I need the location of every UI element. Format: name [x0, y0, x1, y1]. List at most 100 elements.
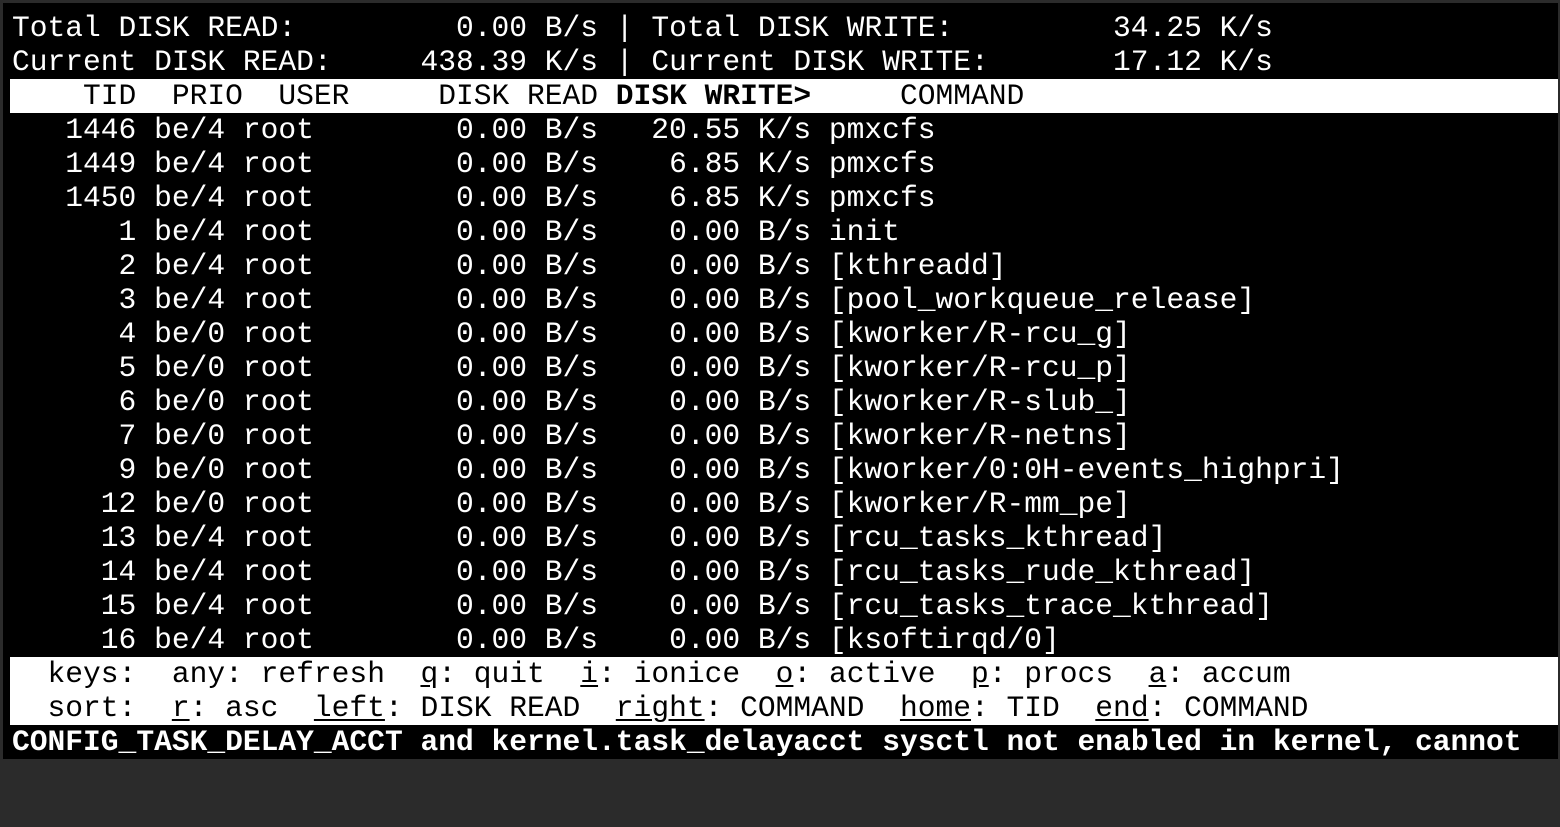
current-write-label: Current DISK WRITE:: [651, 45, 989, 79]
process-tid: 4: [118, 317, 137, 351]
iotop-screen: Total DISK READ: 0.00 B/s | Total DISK W…: [10, 11, 1558, 759]
shortcut-end[interactable]: end: COMMAND: [1095, 691, 1308, 725]
separator: |: [615, 11, 634, 45]
shortcut-p[interactable]: p: procs: [971, 657, 1113, 691]
process-row[interactable]: 1450 be/4 root 0.00 B/s 6.85 K/s pmxcfs: [12, 181, 1558, 215]
process-read: 0.00 B/s: [455, 113, 599, 147]
shortcut-i[interactable]: i: ionice: [580, 657, 740, 691]
shortcut-label: refresh: [260, 657, 385, 691]
process-tid: 1446: [65, 113, 137, 147]
column-command[interactable]: COMMAND: [899, 79, 1025, 113]
process-prio: be/4: [154, 283, 226, 317]
process-command: [rcu_tasks_rude_kthread]: [828, 555, 1256, 589]
process-command: [kworker/R-rcu_p]: [828, 351, 1131, 385]
process-row[interactable]: 3 be/4 root 0.00 B/s 0.00 B/s [pool_workqueue…: [12, 283, 1558, 317]
process-row[interactable]: 15 be/4 root 0.00 B/s 0.00 B/s [rcu_tasks_tra…: [12, 589, 1558, 623]
keys-label: keys:: [47, 657, 137, 691]
process-command: init: [828, 215, 900, 249]
process-row[interactable]: 5 be/0 root 0.00 B/s 0.00 B/s [kworker/R-rcu_…: [12, 351, 1558, 385]
process-command: [kthreadd]: [828, 249, 1007, 283]
process-row[interactable]: 13 be/4 root 0.00 B/s 0.00 B/s [rcu_tasks_kth…: [12, 521, 1558, 555]
shortcut-q[interactable]: q: quit: [420, 657, 544, 691]
process-prio: be/4: [154, 215, 226, 249]
process-tid: 6: [118, 385, 137, 419]
process-read: 0.00 B/s: [455, 249, 599, 283]
process-read: 0.00 B/s: [455, 555, 599, 589]
process-read: 0.00 B/s: [455, 521, 599, 555]
column-tid[interactable]: TID: [83, 79, 137, 113]
shortcut-home[interactable]: home: TID: [900, 691, 1060, 725]
process-row[interactable]: 2 be/4 root 0.00 B/s 0.00 B/s [kthreadd]: [12, 249, 1558, 283]
process-command: [rcu_tasks_kthread]: [828, 521, 1167, 555]
process-row[interactable]: 1449 be/4 root 0.00 B/s 6.85 K/s pmxcfs: [12, 147, 1558, 181]
shortcut-key: a: [1148, 657, 1167, 691]
process-prio: be/0: [154, 317, 226, 351]
column-user[interactable]: USER: [278, 79, 350, 113]
process-prio: be/4: [154, 589, 226, 623]
process-prio: be/4: [154, 623, 226, 657]
footer-sort-line: sort: r: asc left: DISK READ right: COMMAN…: [10, 691, 1558, 725]
process-read: 0.00 B/s: [455, 351, 599, 385]
process-row[interactable]: 9 be/0 root 0.00 B/s 0.00 B/s [kworker/0:0H-e…: [12, 453, 1558, 487]
process-prio: be/4: [154, 555, 226, 589]
separator: |: [615, 45, 634, 79]
shortcut-r[interactable]: r: asc: [172, 691, 279, 725]
process-prio: be/0: [154, 453, 226, 487]
process-row[interactable]: 12 be/0 root 0.00 B/s 0.00 B/s [kworker/R-mm_…: [12, 487, 1558, 521]
process-list: 1446 be/4 root 0.00 B/s 20.55 K/s pmxcfs 1449 b…: [12, 113, 1558, 657]
process-prio: be/0: [154, 419, 226, 453]
process-tid: 9: [118, 453, 137, 487]
column-disk-read[interactable]: DISK READ: [438, 79, 599, 113]
process-read: 0.00 B/s: [455, 419, 599, 453]
process-write: 0.00 B/s: [669, 249, 812, 283]
process-user: root: [242, 351, 314, 385]
process-command: [kworker/0:0H-events_highpri]: [828, 453, 1344, 487]
process-user: root: [242, 113, 314, 147]
shortcut-label: accum: [1201, 657, 1291, 691]
shortcut-separator: :: [438, 657, 474, 691]
process-command: pmxcfs: [828, 147, 936, 181]
process-user: root: [242, 453, 314, 487]
process-row[interactable]: 4 be/0 root 0.00 B/s 0.00 B/s [kworker/R-rcu_…: [12, 317, 1558, 351]
process-write: 0.00 B/s: [669, 555, 812, 589]
process-row[interactable]: 16 be/4 root 0.00 B/s 0.00 B/s [ksoftirqd/0]: [12, 623, 1558, 657]
process-read: 0.00 B/s: [455, 623, 599, 657]
shortcut-key: home: [899, 691, 971, 725]
process-write: 0.00 B/s: [669, 215, 812, 249]
shortcut-left[interactable]: left: DISK READ: [314, 691, 580, 725]
shortcut-separator: :: [793, 657, 829, 691]
footer-keys-line: keys: any: refresh q: quit i: ionice o: act…: [10, 657, 1558, 691]
process-tid: 14: [100, 555, 137, 589]
process-prio: be/4: [154, 147, 226, 181]
process-row[interactable]: 1 be/4 root 0.00 B/s 0.00 B/s init: [12, 215, 1558, 249]
shortcut-label: COMMAND: [740, 691, 865, 725]
shortcut-separator: :: [1166, 657, 1202, 691]
shortcut-label: TID: [1006, 691, 1060, 725]
process-write: 0.00 B/s: [669, 351, 812, 385]
process-write: 0.00 B/s: [669, 521, 812, 555]
shortcut-a[interactable]: a: accum: [1149, 657, 1291, 691]
process-write: 0.00 B/s: [669, 385, 812, 419]
shortcut-label: asc: [225, 691, 279, 725]
process-row[interactable]: 7 be/0 root 0.00 B/s 0.00 B/s [kworker/R-netn…: [12, 419, 1558, 453]
shortcut-o[interactable]: o: active: [776, 657, 936, 691]
process-user: root: [242, 589, 314, 623]
process-row[interactable]: 6 be/0 root 0.00 B/s 0.00 B/s [kworker/R-slub…: [12, 385, 1558, 419]
process-user: root: [242, 317, 314, 351]
process-prio: be/4: [154, 521, 226, 555]
shortcut-right[interactable]: right: COMMAND: [616, 691, 865, 725]
shortcut-any[interactable]: any: refresh: [172, 657, 385, 691]
process-row[interactable]: 14 be/4 root 0.00 B/s 0.00 B/s [rcu_tasks_rud…: [12, 555, 1558, 589]
process-row[interactable]: 1446 be/4 root 0.00 B/s 20.55 K/s pmxcfs: [12, 113, 1558, 147]
shortcut-separator: :: [704, 691, 741, 725]
total-read-value: 0.00 B/s: [455, 11, 599, 45]
column-prio[interactable]: PRIO: [171, 79, 243, 113]
column-disk-write-sorted[interactable]: DISK WRITE>: [615, 79, 812, 113]
process-command: [kworker/R-mm_pe]: [828, 487, 1131, 521]
process-read: 0.00 B/s: [455, 317, 599, 351]
process-tid: 13: [100, 521, 137, 555]
shortcut-key: q: [420, 657, 439, 691]
shortcut-key: end: [1095, 691, 1149, 725]
process-read: 0.00 B/s: [455, 283, 599, 317]
process-user: root: [242, 623, 314, 657]
